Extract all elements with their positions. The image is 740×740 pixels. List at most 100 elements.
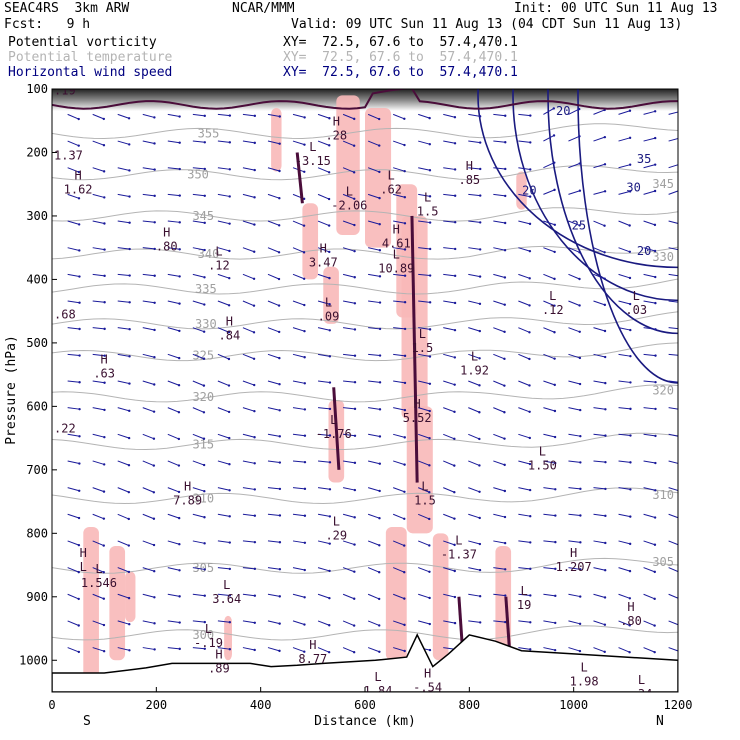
extremum-type: H xyxy=(414,397,421,411)
wind-vector xyxy=(292,647,305,653)
wind-vector xyxy=(618,353,631,357)
wind-vector-head xyxy=(428,274,432,277)
wind-vector xyxy=(643,460,656,464)
wind-vector-head xyxy=(227,331,231,334)
extremum-type: H xyxy=(163,226,170,240)
wind-vector xyxy=(543,247,555,253)
wind-vector xyxy=(342,140,355,147)
wind-vector xyxy=(643,327,656,330)
wind-vector-head xyxy=(403,327,407,331)
wind-vector xyxy=(317,460,331,463)
wind-vector xyxy=(418,460,430,466)
wind-vector-head xyxy=(529,594,532,597)
wind-vector xyxy=(643,300,656,304)
wind-vector-head xyxy=(178,115,181,118)
wind-vector-head xyxy=(202,357,206,360)
extremum-type: L xyxy=(325,295,332,309)
wind-vector-head xyxy=(554,514,557,517)
wind-vector xyxy=(643,164,656,169)
wind-vector xyxy=(368,353,381,357)
wind-vector xyxy=(217,620,230,623)
wind-vector-head xyxy=(328,569,331,573)
pv-region xyxy=(83,526,99,686)
wind-vector xyxy=(468,433,480,440)
wind-vector-head xyxy=(352,624,356,627)
wind-vector-head xyxy=(604,541,607,545)
wind-vector-head xyxy=(178,275,181,278)
wind-vector-head xyxy=(253,621,256,624)
wind-vector xyxy=(117,513,129,520)
wind-vector xyxy=(117,140,130,145)
wind-vector-head xyxy=(679,490,681,492)
wind-vector-head xyxy=(653,110,657,113)
wind-vector-head xyxy=(178,647,181,651)
wind-vector xyxy=(142,487,155,493)
wind-vector xyxy=(117,247,130,250)
wind-vector xyxy=(618,540,631,545)
wind-vector-head xyxy=(503,357,506,361)
wind-vector xyxy=(317,620,330,626)
wind-vector-head xyxy=(628,163,632,166)
x-tick-label: 1200 xyxy=(664,698,693,712)
wind-vector-head xyxy=(504,167,507,171)
wind-vector xyxy=(367,513,380,519)
wind-vector xyxy=(593,273,605,280)
wind-vector xyxy=(267,647,280,652)
pv-2pvu-contour xyxy=(52,89,678,110)
wind-vector-head xyxy=(528,488,532,492)
wind-vector xyxy=(92,327,105,330)
wind-vector xyxy=(643,110,656,115)
wind-vector xyxy=(618,164,631,169)
wind-vector xyxy=(593,593,606,598)
wind-vector-head xyxy=(378,435,382,438)
wind-vector xyxy=(668,164,678,169)
extremum-value: 1.207 xyxy=(556,560,592,574)
wind-vector xyxy=(543,433,556,438)
wind-vector-head xyxy=(103,222,106,225)
wind-vector xyxy=(92,407,105,411)
wind-vector-head xyxy=(478,542,482,546)
wind-vector xyxy=(593,353,606,358)
wind-vector xyxy=(468,567,481,571)
wind-vector-head xyxy=(78,407,81,411)
extremum-type: H xyxy=(424,667,431,681)
y-tick-label: 1000 xyxy=(19,653,48,667)
wind-vector xyxy=(142,273,155,277)
wind-vector xyxy=(192,113,205,117)
wind-vector xyxy=(593,407,606,410)
wind-vector xyxy=(192,407,205,413)
model-label: SEAC4RS 3km ARW xyxy=(4,1,130,16)
wind-vector xyxy=(668,433,678,437)
wind-vector-head xyxy=(328,355,332,358)
wind-vector xyxy=(543,189,555,195)
wind-vector xyxy=(367,487,380,492)
wind-vector xyxy=(192,273,205,278)
wind-vector xyxy=(217,300,230,306)
wind-vector-head xyxy=(78,301,81,304)
wind-vector-head xyxy=(453,221,457,224)
wind-vector-head xyxy=(679,381,681,383)
wind-vector xyxy=(192,193,205,197)
extremum-type: H xyxy=(101,352,108,366)
wind-vector xyxy=(518,327,530,333)
wind-vector-head xyxy=(127,544,131,547)
wind-vector-head xyxy=(378,624,381,627)
wind-vector-head xyxy=(679,354,681,356)
extremum-type: L xyxy=(638,673,645,687)
wind-vector xyxy=(543,620,556,624)
wind-vector-head xyxy=(377,597,381,601)
wind-vector xyxy=(217,540,230,544)
wind-vector xyxy=(192,327,205,333)
wind-vector xyxy=(167,567,180,571)
wind-vector-head xyxy=(302,277,306,280)
wind-vector xyxy=(393,353,406,357)
wind-vector xyxy=(167,353,180,359)
wind-vector xyxy=(242,647,255,651)
wind-vector xyxy=(67,140,79,147)
wind-vector xyxy=(593,327,606,332)
wind-vector-head xyxy=(578,622,582,626)
wind-vector-head xyxy=(478,275,482,278)
theta-contour xyxy=(52,432,678,451)
wind-vector-head xyxy=(654,489,657,492)
wind-vector xyxy=(618,327,631,331)
